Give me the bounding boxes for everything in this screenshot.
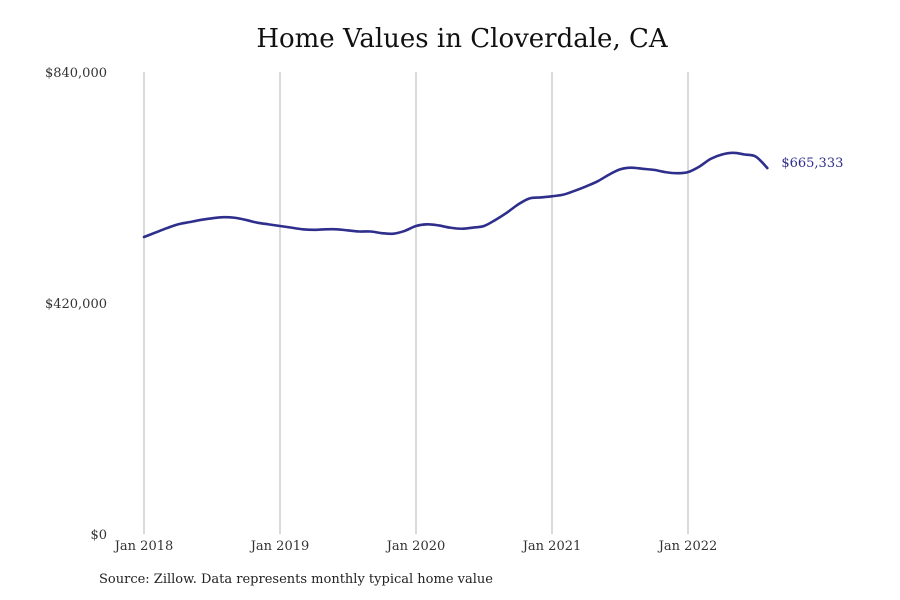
x-tick-label: Jan 2020: [385, 539, 446, 554]
y-axis-ticks: $0 $420,000 $840,000: [45, 66, 107, 543]
series-end-labels: $665,333: [781, 156, 843, 171]
series-line: [142, 151, 769, 239]
y-tick-label: $420,000: [45, 297, 107, 312]
y-tick-label: $0: [90, 528, 107, 543]
y-tick-label: $840,000: [45, 66, 107, 81]
x-tick-label: Jan 2018: [113, 539, 174, 554]
series-end-label: $665,333: [781, 156, 843, 171]
source-note: Source: Zillow. Data represents monthly …: [99, 572, 493, 587]
series-layer: [142, 151, 769, 239]
x-tick-label: Jan 2019: [249, 539, 310, 554]
grid-lines: [143, 72, 689, 534]
x-axis-ticks: Jan 2018 Jan 2019 Jan 2020 Jan 2021 Jan 2022: [113, 539, 718, 554]
x-tick-label: Jan 2021: [521, 539, 582, 554]
x-tick-label: Jan 2022: [657, 539, 718, 554]
chart-title: Home Values in Cloverdale, CA: [256, 24, 668, 54]
